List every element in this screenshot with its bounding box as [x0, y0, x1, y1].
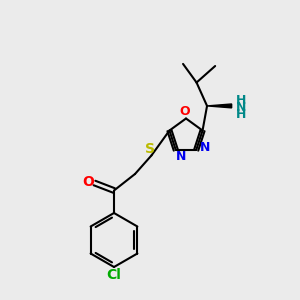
Polygon shape — [207, 104, 232, 108]
Text: S: S — [145, 142, 155, 156]
Text: O: O — [82, 175, 94, 188]
Text: H: H — [236, 94, 246, 107]
Text: Cl: Cl — [106, 268, 122, 282]
Text: O: O — [179, 105, 190, 119]
Text: N: N — [236, 101, 246, 114]
Text: N: N — [200, 141, 210, 154]
Text: H: H — [236, 108, 246, 121]
Text: N: N — [176, 150, 186, 163]
